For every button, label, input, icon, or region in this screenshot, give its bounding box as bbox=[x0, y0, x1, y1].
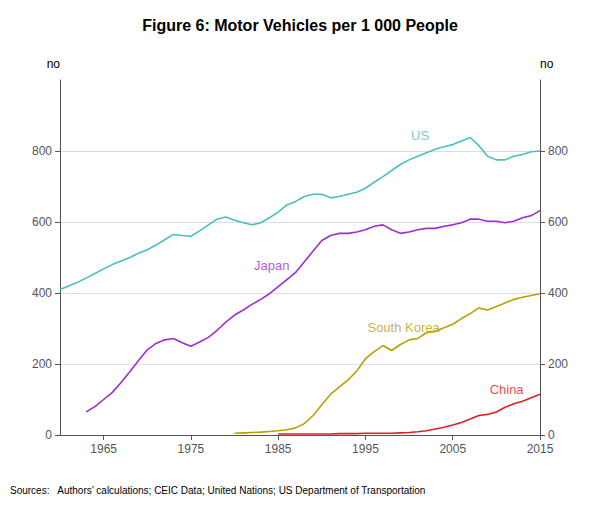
svg-text:US: US bbox=[411, 128, 429, 143]
svg-text:800: 800 bbox=[548, 144, 568, 158]
svg-text:1965: 1965 bbox=[90, 442, 117, 456]
svg-text:1975: 1975 bbox=[178, 442, 205, 456]
svg-text:Figure 6: Motor Vehicles per 1: Figure 6: Motor Vehicles per 1 000 Peopl… bbox=[142, 17, 458, 34]
svg-text:2005: 2005 bbox=[439, 442, 466, 456]
svg-text:200: 200 bbox=[32, 357, 52, 371]
svg-text:no: no bbox=[47, 57, 61, 71]
svg-text:no: no bbox=[540, 57, 554, 71]
svg-text:1995: 1995 bbox=[352, 442, 379, 456]
svg-text:Sources: Authors’ calculatio: Sources: Authors’ calculations; CEIC Dat… bbox=[10, 485, 425, 496]
svg-text:0: 0 bbox=[45, 428, 52, 442]
svg-text:1985: 1985 bbox=[265, 442, 292, 456]
svg-text:0: 0 bbox=[548, 428, 555, 442]
svg-text:Japan: Japan bbox=[254, 258, 289, 273]
svg-text:2015: 2015 bbox=[527, 442, 554, 456]
svg-text:600: 600 bbox=[32, 215, 52, 229]
svg-text:China: China bbox=[490, 382, 525, 397]
svg-text:600: 600 bbox=[548, 215, 568, 229]
svg-text:800: 800 bbox=[32, 144, 52, 158]
svg-text:400: 400 bbox=[32, 286, 52, 300]
svg-text:200: 200 bbox=[548, 357, 568, 371]
svg-text:400: 400 bbox=[548, 286, 568, 300]
svg-text:South Korea: South Korea bbox=[367, 320, 440, 336]
